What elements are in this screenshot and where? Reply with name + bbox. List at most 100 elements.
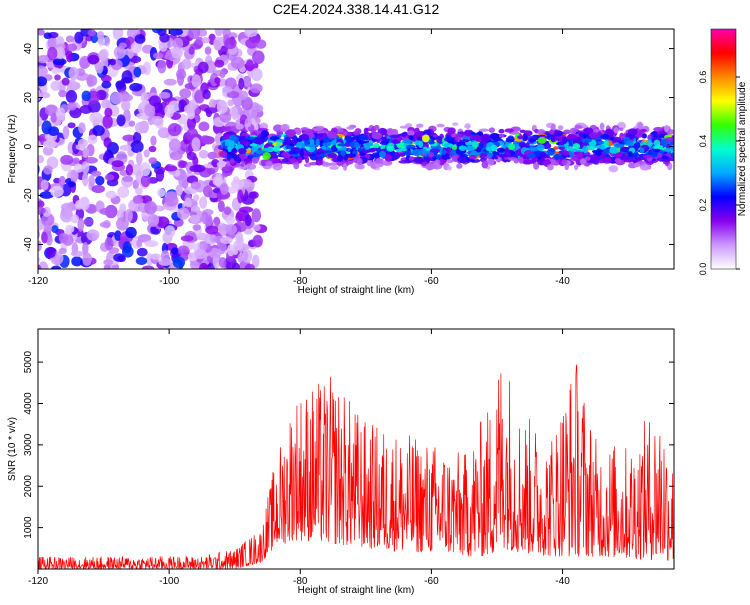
heatmap-cell	[356, 163, 365, 170]
heatmap-cell	[244, 123, 251, 128]
heatmap-cell	[199, 135, 211, 144]
heatmap-cell	[77, 218, 85, 232]
heatmap-cell	[342, 163, 348, 171]
heatmap-x-ticks: -120 -100 -80 -60 -40	[28, 29, 570, 287]
heatmap-cell	[22, 107, 30, 119]
heatmap-cell	[55, 107, 66, 121]
heatmap-cell	[664, 137, 674, 143]
heatmap-cell	[542, 160, 551, 165]
heatmap-cell	[363, 127, 369, 135]
heatmap-cell	[219, 70, 226, 79]
colorbar-ticks: 0.0 0.2 0.4 0.6	[698, 71, 740, 275]
heatmap-cell	[109, 58, 116, 66]
heatmap-cell	[653, 126, 664, 132]
heatmap-cell	[197, 61, 209, 74]
heatmap-cell	[603, 139, 609, 147]
heatmap-cell	[373, 142, 380, 149]
heatmap-cell	[340, 150, 346, 157]
heatmap-cell	[371, 132, 383, 140]
heatmap-cell	[38, 29, 45, 36]
heatmap-cell	[600, 133, 610, 139]
snr-series-line	[38, 364, 674, 569]
heatmap-cell	[225, 216, 236, 225]
heatmap-cell	[168, 138, 182, 152]
heatmap-cell	[208, 248, 222, 259]
heatmap-cell	[113, 46, 126, 59]
heatmap-cell	[147, 213, 159, 227]
heatmap-cell	[148, 95, 162, 107]
heatmap-cell	[23, 259, 31, 271]
heatmap-cell	[81, 160, 90, 174]
heatmap-cell	[369, 147, 379, 152]
heatmap-cell	[280, 128, 288, 133]
heatmap-y-tick-label: 40	[23, 43, 34, 55]
heatmap-cell	[243, 76, 252, 88]
heatmap-cell	[265, 160, 273, 167]
heatmap-cell	[134, 34, 146, 44]
heatmap-cell	[159, 32, 170, 43]
heatmap-cell	[451, 154, 459, 163]
heatmap-cell	[45, 224, 53, 231]
heatmap-cell	[251, 146, 259, 152]
heatmap-cell	[92, 125, 105, 136]
heatmap-cell	[479, 134, 491, 142]
heatmap-cell	[375, 158, 384, 163]
heatmap-frame	[37, 28, 675, 270]
heatmap-cell	[186, 151, 197, 161]
heatmap-cell	[498, 134, 505, 138]
heatmap-cell	[363, 142, 371, 151]
heatmap-cell	[481, 160, 489, 169]
heatmap-cell	[155, 168, 165, 182]
line-x-tick-label: -80	[293, 576, 308, 587]
heatmap-cell	[639, 147, 645, 154]
heatmap-cell	[407, 130, 415, 136]
heatmap-cell	[62, 125, 70, 140]
heatmap-cell	[191, 205, 201, 213]
heatmap-cell	[160, 250, 170, 263]
heatmap-x-tick-label: -120	[28, 276, 48, 287]
heatmap-cell	[157, 59, 167, 74]
heatmap-cell	[186, 116, 196, 131]
heatmap-cell	[101, 99, 112, 109]
heatmap-cell	[25, 122, 33, 131]
heatmap-cell	[116, 81, 127, 94]
heatmap-cell	[116, 114, 126, 127]
heatmap-cell	[235, 123, 244, 130]
heatmap-cell	[133, 66, 142, 78]
heatmap-cell	[312, 127, 324, 132]
heatmap-cell	[457, 156, 468, 164]
heatmap-cell	[244, 29, 258, 38]
heatmap-cell	[102, 36, 111, 47]
heatmap-cell	[632, 159, 637, 164]
heatmap-cell	[662, 161, 671, 165]
heatmap-cell	[214, 59, 225, 68]
heatmap-cell	[52, 58, 67, 66]
heatmap-cell	[479, 141, 484, 149]
heatmap-cell	[416, 123, 424, 128]
heatmap-cell	[507, 157, 518, 161]
heatmap-cell	[227, 99, 235, 107]
heatmap-cell	[158, 91, 171, 99]
heatmap-cell	[124, 208, 133, 223]
heatmap-cell	[250, 36, 261, 44]
heatmap-cell	[617, 121, 626, 130]
heatmap-cell	[70, 214, 80, 224]
heatmap-field	[22, 29, 674, 271]
heatmap-cell	[239, 90, 249, 101]
heatmap-cell	[219, 150, 228, 158]
heatmap-cell	[253, 104, 264, 113]
heatmap-cell	[180, 235, 194, 242]
heatmap-cell	[518, 156, 524, 164]
heatmap-cell	[252, 234, 263, 248]
heatmap-cell	[464, 123, 471, 130]
colorbar-tick-label: 0.2	[698, 199, 708, 212]
heatmap-cell	[27, 119, 38, 125]
heatmap-cell	[129, 82, 143, 92]
heatmap-cell	[250, 67, 263, 82]
heatmap-cell	[581, 138, 592, 143]
heatmap-cell	[113, 253, 125, 262]
heatmap-cell	[374, 124, 380, 131]
heatmap-cell	[143, 149, 150, 158]
line-y-tick-label: 2000	[23, 475, 34, 498]
